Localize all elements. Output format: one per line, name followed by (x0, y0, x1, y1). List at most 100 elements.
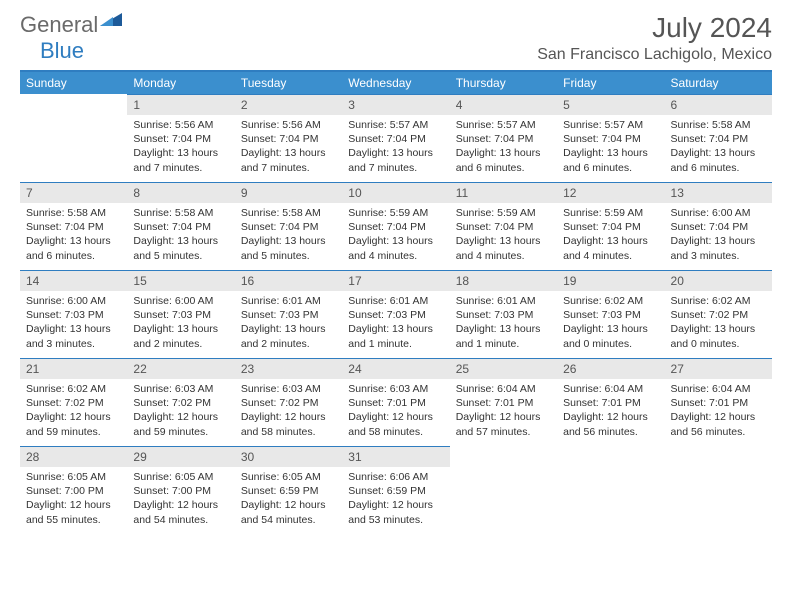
day-text: Sunrise: 5:58 AMSunset: 7:04 PMDaylight:… (127, 203, 234, 269)
day-sunset: Sunset: 7:04 PM (563, 132, 658, 146)
day-text: Sunrise: 6:00 AMSunset: 7:04 PMDaylight:… (665, 203, 772, 269)
day-number: 4 (450, 94, 557, 115)
dow-sunday: Sunday (20, 72, 127, 94)
day-daylight_a: Daylight: 13 hours (563, 322, 658, 336)
day-daylight_b: and 6 minutes. (671, 161, 766, 175)
dow-thursday: Thursday (450, 72, 557, 94)
day-text: Sunrise: 6:04 AMSunset: 7:01 PMDaylight:… (557, 379, 664, 445)
day-sunset: Sunset: 7:01 PM (563, 396, 658, 410)
day-sunset: Sunset: 7:03 PM (348, 308, 443, 322)
day-number: 28 (20, 446, 127, 467)
day-number: 23 (235, 358, 342, 379)
day-sunrise: Sunrise: 6:02 AM (563, 294, 658, 308)
day-sunset: Sunset: 7:04 PM (456, 220, 551, 234)
day-cell: 24Sunrise: 6:03 AMSunset: 7:01 PMDayligh… (342, 358, 449, 446)
day-sunset: Sunset: 7:04 PM (133, 132, 228, 146)
day-text: Sunrise: 6:02 AMSunset: 7:02 PMDaylight:… (665, 291, 772, 357)
day-text: Sunrise: 6:06 AMSunset: 6:59 PMDaylight:… (342, 467, 449, 533)
day-sunrise: Sunrise: 5:58 AM (241, 206, 336, 220)
day-daylight_b: and 5 minutes. (241, 249, 336, 263)
day-number: 14 (20, 270, 127, 291)
day-cell: 16Sunrise: 6:01 AMSunset: 7:03 PMDayligh… (235, 270, 342, 358)
day-sunrise: Sunrise: 5:56 AM (133, 118, 228, 132)
day-daylight_a: Daylight: 12 hours (133, 498, 228, 512)
day-daylight_b: and 4 minutes. (456, 249, 551, 263)
day-daylight_a: Daylight: 12 hours (348, 498, 443, 512)
dow-row: Sunday Monday Tuesday Wednesday Thursday… (20, 72, 772, 94)
day-daylight_b: and 2 minutes. (241, 337, 336, 351)
day-daylight_b: and 59 minutes. (133, 425, 228, 439)
day-sunset: Sunset: 6:59 PM (241, 484, 336, 498)
day-text: Sunrise: 6:05 AMSunset: 7:00 PMDaylight:… (127, 467, 234, 533)
day-number: 30 (235, 446, 342, 467)
day-cell: 26Sunrise: 6:04 AMSunset: 7:01 PMDayligh… (557, 358, 664, 446)
day-cell (20, 94, 127, 182)
day-sunrise: Sunrise: 5:57 AM (456, 118, 551, 132)
day-daylight_a: Daylight: 13 hours (671, 234, 766, 248)
day-text: Sunrise: 6:01 AMSunset: 7:03 PMDaylight:… (342, 291, 449, 357)
day-text: Sunrise: 6:05 AMSunset: 6:59 PMDaylight:… (235, 467, 342, 533)
day-sunrise: Sunrise: 5:57 AM (563, 118, 658, 132)
day-cell: 8Sunrise: 5:58 AMSunset: 7:04 PMDaylight… (127, 182, 234, 270)
day-number: 15 (127, 270, 234, 291)
day-sunrise: Sunrise: 6:04 AM (456, 382, 551, 396)
day-daylight_b: and 7 minutes. (133, 161, 228, 175)
day-sunrise: Sunrise: 6:00 AM (671, 206, 766, 220)
day-sunrise: Sunrise: 6:04 AM (563, 382, 658, 396)
day-sunset: Sunset: 7:04 PM (348, 132, 443, 146)
day-cell: 13Sunrise: 6:00 AMSunset: 7:04 PMDayligh… (665, 182, 772, 270)
day-daylight_b: and 4 minutes. (563, 249, 658, 263)
day-daylight_a: Daylight: 13 hours (241, 322, 336, 336)
day-cell: 20Sunrise: 6:02 AMSunset: 7:02 PMDayligh… (665, 270, 772, 358)
day-number: 8 (127, 182, 234, 203)
day-sunrise: Sunrise: 6:02 AM (671, 294, 766, 308)
day-cell: 15Sunrise: 6:00 AMSunset: 7:03 PMDayligh… (127, 270, 234, 358)
day-daylight_b: and 4 minutes. (348, 249, 443, 263)
day-number: 17 (342, 270, 449, 291)
day-text: Sunrise: 5:57 AMSunset: 7:04 PMDaylight:… (450, 115, 557, 181)
day-daylight_a: Daylight: 13 hours (348, 146, 443, 160)
day-sunset: Sunset: 7:00 PM (133, 484, 228, 498)
day-text: Sunrise: 5:57 AMSunset: 7:04 PMDaylight:… (342, 115, 449, 181)
day-sunset: Sunset: 7:02 PM (671, 308, 766, 322)
day-sunrise: Sunrise: 6:00 AM (26, 294, 121, 308)
day-daylight_b: and 1 minute. (348, 337, 443, 351)
day-number: 21 (20, 358, 127, 379)
day-cell: 18Sunrise: 6:01 AMSunset: 7:03 PMDayligh… (450, 270, 557, 358)
day-text: Sunrise: 5:58 AMSunset: 7:04 PMDaylight:… (665, 115, 772, 181)
day-daylight_b: and 3 minutes. (671, 249, 766, 263)
day-daylight_b: and 54 minutes. (241, 513, 336, 527)
day-daylight_b: and 55 minutes. (26, 513, 121, 527)
day-cell: 11Sunrise: 5:59 AMSunset: 7:04 PMDayligh… (450, 182, 557, 270)
day-daylight_b: and 58 minutes. (241, 425, 336, 439)
day-text: Sunrise: 5:56 AMSunset: 7:04 PMDaylight:… (235, 115, 342, 181)
day-sunrise: Sunrise: 6:00 AM (133, 294, 228, 308)
day-text: Sunrise: 5:57 AMSunset: 7:04 PMDaylight:… (557, 115, 664, 181)
day-daylight_a: Daylight: 13 hours (241, 234, 336, 248)
day-number: 3 (342, 94, 449, 115)
day-daylight_b: and 1 minute. (456, 337, 551, 351)
day-sunset: Sunset: 6:59 PM (348, 484, 443, 498)
day-number: 29 (127, 446, 234, 467)
logo: GeneralBlue (20, 12, 122, 64)
day-cell: 12Sunrise: 5:59 AMSunset: 7:04 PMDayligh… (557, 182, 664, 270)
day-daylight_a: Daylight: 13 hours (456, 234, 551, 248)
day-sunset: Sunset: 7:02 PM (241, 396, 336, 410)
day-daylight_b: and 5 minutes. (133, 249, 228, 263)
day-cell: 28Sunrise: 6:05 AMSunset: 7:00 PMDayligh… (20, 446, 127, 534)
day-cell: 17Sunrise: 6:01 AMSunset: 7:03 PMDayligh… (342, 270, 449, 358)
day-cell: 6Sunrise: 5:58 AMSunset: 7:04 PMDaylight… (665, 94, 772, 182)
day-daylight_b: and 56 minutes. (563, 425, 658, 439)
day-number: 5 (557, 94, 664, 115)
day-daylight_b: and 0 minutes. (671, 337, 766, 351)
day-daylight_a: Daylight: 13 hours (26, 322, 121, 336)
day-sunset: Sunset: 7:03 PM (456, 308, 551, 322)
day-text: Sunrise: 6:02 AMSunset: 7:02 PMDaylight:… (20, 379, 127, 445)
day-sunset: Sunset: 7:04 PM (348, 220, 443, 234)
day-sunset: Sunset: 7:04 PM (241, 132, 336, 146)
day-daylight_a: Daylight: 13 hours (133, 234, 228, 248)
day-daylight_b: and 6 minutes. (563, 161, 658, 175)
day-daylight_a: Daylight: 13 hours (26, 234, 121, 248)
day-daylight_b: and 2 minutes. (133, 337, 228, 351)
day-cell: 1Sunrise: 5:56 AMSunset: 7:04 PMDaylight… (127, 94, 234, 182)
